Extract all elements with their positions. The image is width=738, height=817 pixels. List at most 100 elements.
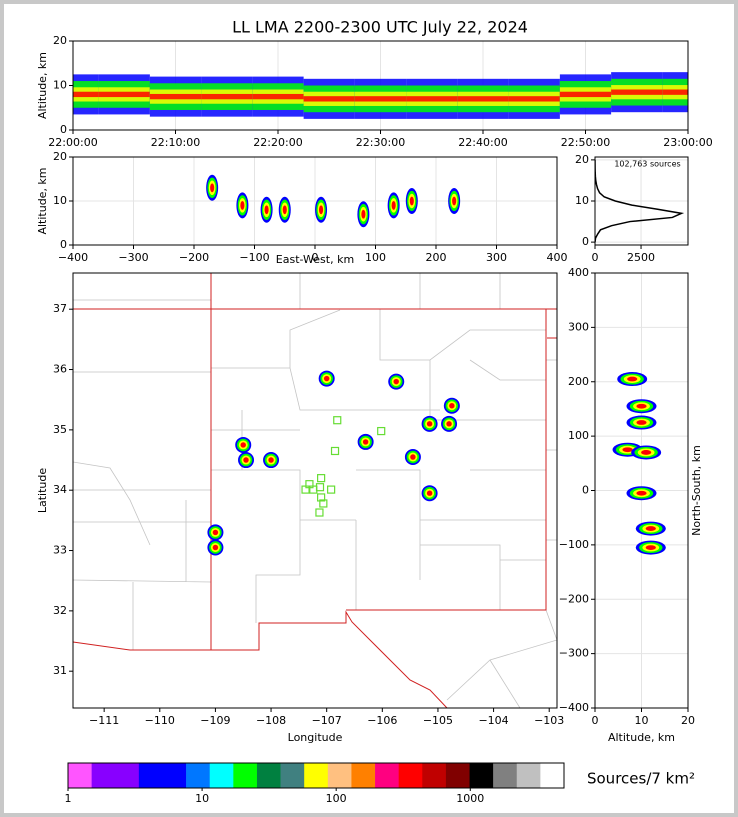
color-swatch (91, 763, 116, 788)
colorbar-frame (67, 762, 565, 789)
y-tick-label: 20 (575, 153, 589, 166)
density-cluster (631, 445, 662, 460)
density-level (409, 196, 414, 206)
density-cluster (441, 415, 458, 432)
density-level (319, 205, 324, 215)
x-tick-label: 22:20:00 (253, 136, 302, 149)
x-tick-label: 22:50:00 (561, 136, 610, 149)
y-axis-label: Latitude (36, 468, 49, 514)
density-column (149, 76, 202, 117)
density-level (611, 89, 663, 95)
density-cluster (207, 524, 224, 541)
y-axis-label: Altitude, km (36, 167, 49, 234)
density-level (240, 442, 246, 448)
x-tick-label: −400 (58, 251, 88, 264)
y-tick-label: 400 (568, 266, 589, 279)
density-cluster (260, 196, 273, 223)
density-cluster (357, 433, 374, 450)
density-level (636, 403, 647, 409)
station (319, 499, 328, 508)
station (333, 416, 342, 425)
y-tick-label: 10 (575, 194, 589, 207)
station (327, 485, 336, 494)
color-swatch (422, 763, 447, 788)
density-cluster (635, 540, 666, 555)
x-tick-label: 20 (681, 714, 695, 727)
axes-frame (594, 156, 689, 246)
x-tick-label: 2500 (627, 251, 655, 264)
density-level (323, 375, 330, 382)
density-level (212, 529, 219, 536)
station (317, 493, 326, 502)
y-axis-label: Altitude, km (36, 52, 49, 119)
density-column (611, 72, 663, 113)
color-swatch (68, 763, 92, 788)
x-tick-label: −108 (256, 714, 286, 727)
y-tick-label: 0 (60, 238, 67, 251)
y-tick-label: −300 (559, 647, 589, 660)
x-tick-label: −100 (239, 251, 269, 264)
y-tick-label: 10 (53, 194, 67, 207)
x-axis-label: Altitude, km (608, 731, 675, 744)
color-swatch (304, 763, 329, 788)
plot-area (612, 372, 666, 555)
x-axis-label: Longitude (288, 731, 343, 744)
x-tick-label: 22:10:00 (151, 136, 200, 149)
density-level (449, 403, 455, 409)
x-tick-label: 0 (592, 714, 599, 727)
x-tick-label: 22:40:00 (458, 136, 507, 149)
density-level (362, 439, 369, 445)
color-swatch (351, 763, 376, 788)
state-border (73, 273, 557, 708)
y-tick-label: 33 (53, 544, 67, 557)
density-level (393, 378, 399, 385)
density-level (149, 93, 202, 100)
density-cluster (315, 196, 328, 223)
density-level (303, 96, 355, 102)
x-axis-label: East-West, km (276, 253, 354, 266)
y-tick-label: 31 (53, 664, 67, 677)
density-cluster (236, 192, 249, 219)
y-tick-label: 20 (53, 150, 67, 163)
y-tick-label: 10 (53, 79, 67, 92)
density-level (662, 89, 688, 95)
density-level (268, 457, 274, 463)
density-level (210, 183, 215, 193)
density-cluster (388, 373, 405, 390)
colorbar-tick-label: 1 (65, 792, 72, 805)
axes-frame (72, 40, 689, 131)
density-cluster (206, 174, 219, 201)
density-column (98, 74, 150, 115)
density-cluster (617, 372, 648, 387)
x-tick-label: 0 (312, 251, 319, 264)
x-tick-label: −300 (118, 251, 148, 264)
y-tick-label: −400 (559, 701, 589, 714)
y-tick-label: 35 (53, 423, 67, 436)
density-cluster (421, 415, 438, 432)
y-tick-label: −100 (559, 538, 589, 551)
y-tick-label: 20 (53, 34, 67, 47)
density-level (627, 376, 638, 382)
colorbar-tick-label: 1000 (456, 792, 484, 805)
colorbar-label: Sources/7 km² (587, 770, 695, 788)
density-cluster (387, 192, 400, 219)
density-level (98, 91, 150, 98)
x-tick-label: 22:00:00 (48, 136, 97, 149)
plot-area (206, 174, 461, 228)
color-swatch (256, 763, 281, 788)
density-level (636, 420, 647, 425)
density-level (361, 209, 366, 219)
station (301, 485, 310, 494)
axes-frame (72, 272, 558, 709)
color-swatch (493, 763, 518, 788)
station (317, 474, 326, 483)
station (315, 508, 324, 517)
density-level (508, 96, 560, 102)
y-tick-label: 32 (53, 604, 67, 617)
density-level (645, 526, 656, 531)
color-swatch (375, 763, 399, 788)
density-cluster (626, 399, 657, 414)
x-tick-label: −111 (89, 714, 119, 727)
x-tick-label: −109 (200, 714, 230, 727)
